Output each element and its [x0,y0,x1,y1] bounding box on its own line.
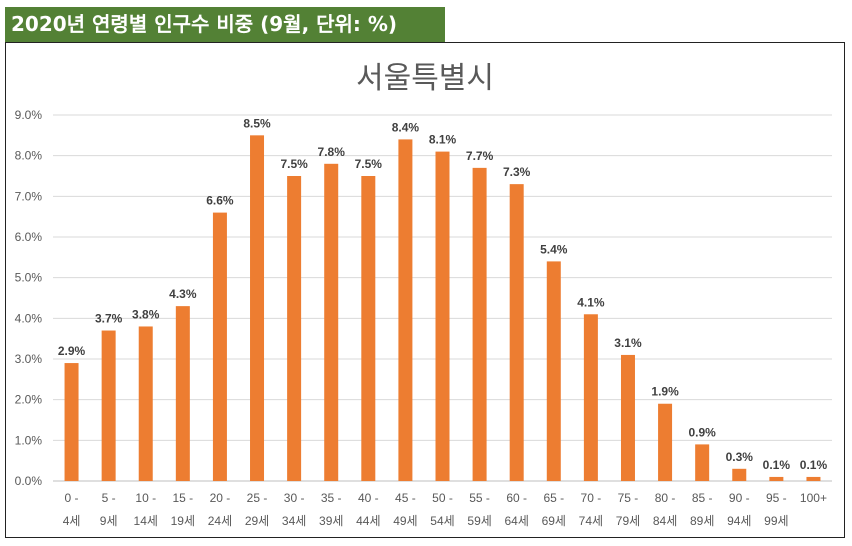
bar [101,330,116,481]
data-label: 7.5% [355,157,383,171]
y-tick-label: 2.0% [15,393,43,407]
x-tick-label: 10 - [135,491,156,505]
data-label: 0.9% [688,425,716,439]
data-label: 8.5% [243,116,271,130]
x-tick-label: 54세 [430,514,454,528]
x-tick-label: 84세 [653,514,677,528]
x-tick-label: 55 - [469,491,490,505]
y-tick-label: 1.0% [15,433,43,447]
x-tick-label: 60 - [506,491,527,505]
chart-title: 서울특별시 [356,62,494,95]
data-label: 0.1% [800,458,828,472]
x-tick-label: 49세 [393,514,417,528]
x-tick-label: 59세 [467,514,491,528]
x-tick-label: 50 - [432,491,453,505]
x-tick-label: 19세 [171,514,195,528]
x-tick-label: 75 - [618,491,639,505]
bar [546,261,561,481]
x-tick-label: 0 - [65,491,79,505]
bar [175,306,190,481]
data-label: 7.5% [280,157,308,171]
x-tick-label: 39세 [319,514,343,528]
data-label: 4.3% [169,287,197,301]
data-label: 7.8% [318,145,346,159]
data-label: 3.1% [614,336,642,350]
data-label: 7.3% [503,165,531,179]
x-tick-label: 20 - [210,491,231,505]
x-tick-label: 35 - [321,491,342,505]
x-tick-label: 100+ [800,491,827,505]
y-tick-label: 5.0% [15,271,43,285]
y-tick-label: 4.0% [15,311,43,325]
x-tick-label: 29세 [245,514,269,528]
data-label: 2.9% [58,344,86,358]
data-label: 8.1% [429,133,457,147]
y-tick-label: 9.0% [15,108,43,122]
x-tick-label: 85 - [692,491,713,505]
x-tick-label: 15 - [172,491,193,505]
x-tick-label: 99세 [764,514,788,528]
bar [658,403,673,481]
x-tick-label: 95 - [766,491,787,505]
data-label: 6.6% [206,194,234,208]
x-tick-label: 34세 [282,514,306,528]
bar [138,326,153,481]
bar [250,135,265,482]
x-tick-label: 65 - [543,491,564,505]
x-tick-label: 25 - [247,491,268,505]
x-tick-label: 74세 [579,514,603,528]
bar [806,476,821,481]
bar [398,139,413,481]
bar [583,314,598,481]
bar [287,176,302,481]
x-tick-label: 45 - [395,491,416,505]
bar [509,184,524,481]
bar [695,444,710,481]
x-tick-label: 94세 [727,514,751,528]
bar [64,363,79,481]
x-tick-label: 79세 [616,514,640,528]
bar [620,354,635,481]
bar [212,212,227,481]
chart-frame [5,42,845,538]
x-tick-label: 5 - [102,491,116,505]
y-tick-label: 6.0% [15,230,43,244]
x-tick-label: 64세 [504,514,528,528]
data-label: 4.1% [577,295,605,309]
y-tick-label: 0.0% [15,474,43,488]
x-tick-label: 70 - [581,491,602,505]
x-tick-label: 24세 [208,514,232,528]
y-tick-label: 3.0% [15,352,43,366]
x-tick-label: 14세 [134,514,158,528]
x-tick-label: 40 - [358,491,379,505]
y-tick-label: 7.0% [15,189,43,203]
bar [769,476,784,481]
header-title: 2020년 연령별 인구수 비중 (9월, 단위: %) [5,7,445,42]
bar [472,167,487,481]
data-label: 1.9% [651,385,679,399]
x-tick-label: 44세 [356,514,380,528]
bar [435,151,450,481]
data-label: 3.7% [95,312,123,326]
x-tick-label: 89세 [690,514,714,528]
y-tick-label: 8.0% [15,149,43,163]
x-tick-label: 4세 [63,514,81,528]
x-tick-label: 69세 [542,514,566,528]
data-label: 7.7% [466,149,494,163]
x-tick-label: 30 - [284,491,305,505]
data-label: 5.4% [540,242,568,256]
x-tick-label: 90 - [729,491,750,505]
bar [361,176,376,481]
data-label: 0.3% [726,450,754,464]
bar [732,468,747,481]
x-tick-label: 80 - [655,491,676,505]
data-label: 0.1% [763,458,791,472]
bar [324,163,339,482]
data-label: 3.8% [132,307,160,321]
x-tick-label: 9세 [100,514,118,528]
data-label: 8.4% [392,120,420,134]
